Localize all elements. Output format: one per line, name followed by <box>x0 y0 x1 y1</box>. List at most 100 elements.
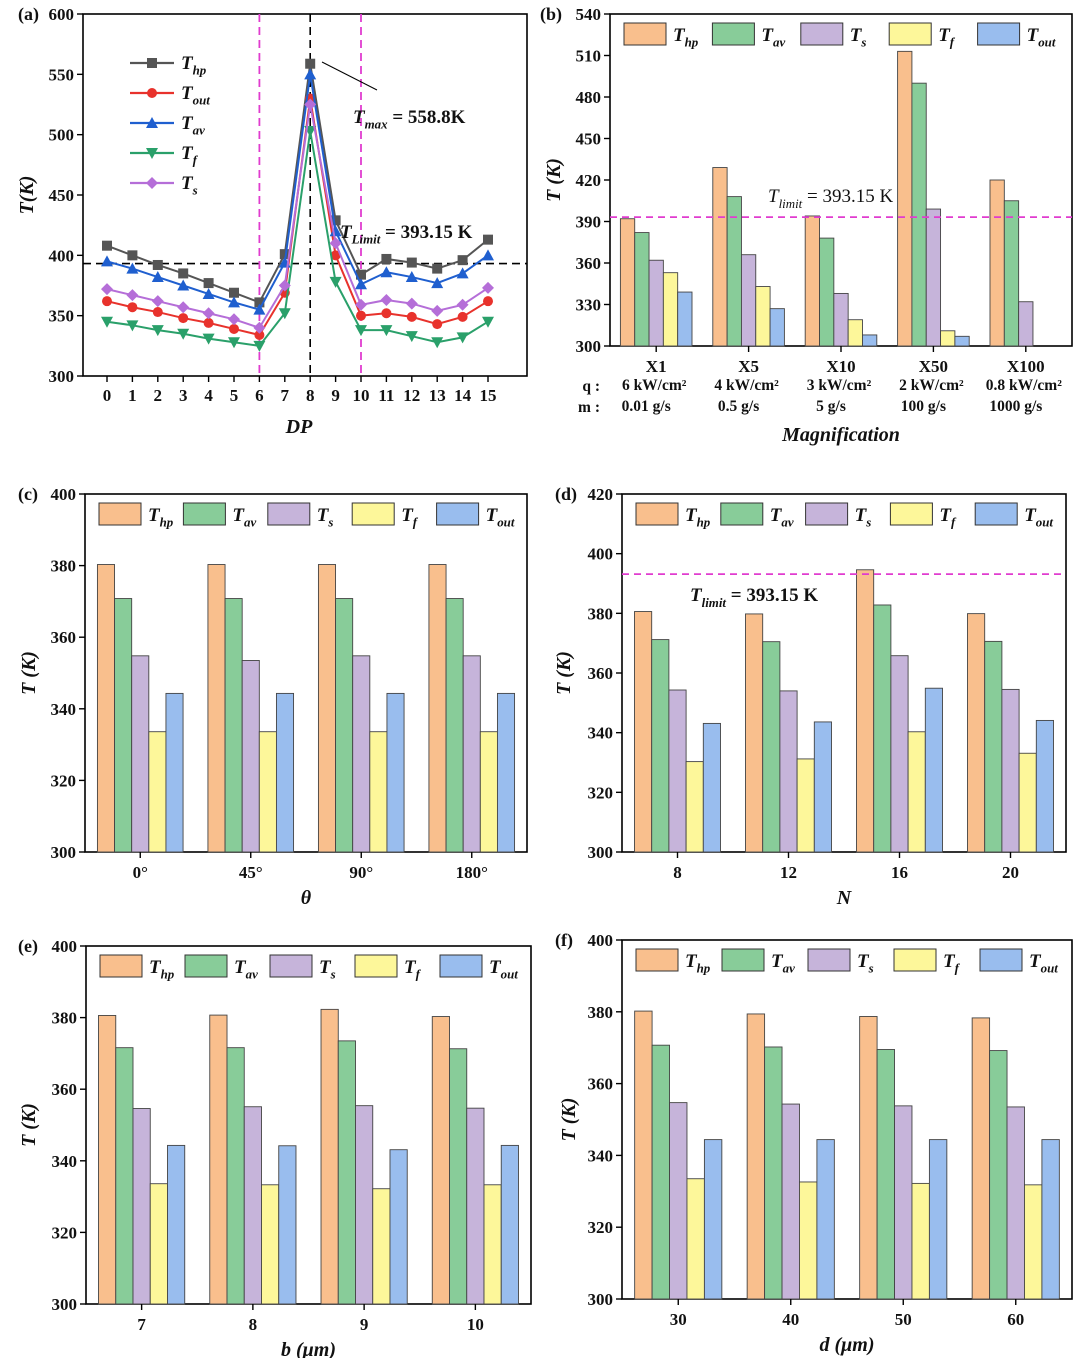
x-tick-label-c: 180° <box>456 863 488 882</box>
y-tick-label-c: 380 <box>51 557 77 576</box>
y-tick-label-f: 300 <box>588 1290 614 1309</box>
point-T_s <box>380 293 393 306</box>
legend-label-T_hp-sub: hp <box>697 515 711 530</box>
legend-label-T_av-sub: av <box>773 35 785 50</box>
legend-swatch-T_av <box>182 502 226 526</box>
y-tick-label-c: 340 <box>51 700 77 719</box>
point-T_av <box>405 271 418 283</box>
bar-e-T_hp-2 <box>320 1008 339 1305</box>
point-T_hp <box>152 259 163 270</box>
point-T_hp <box>254 297 265 308</box>
bar-e-T_av-1 <box>226 1047 245 1305</box>
point-T_f <box>380 325 393 337</box>
bar-b-T_av-4 <box>1003 200 1020 347</box>
bar-b-T_out-1 <box>769 308 785 347</box>
x-tick-label-e: 10 <box>467 1315 484 1334</box>
bar-e-T_s-1 <box>243 1106 262 1305</box>
x-tick-label-a: 11 <box>378 386 394 405</box>
point-T_hp <box>330 215 341 226</box>
bar-d-T_out-0 <box>702 722 721 853</box>
y-tick-label-e: 340 <box>52 1152 78 1171</box>
x-axis-label-b: Magnification <box>781 424 900 446</box>
y-tick-label-a: 550 <box>49 65 75 84</box>
legend-label-T_hp-base: T <box>148 505 161 526</box>
condition-q-value: 4 kW/cm² <box>714 377 779 394</box>
legend-label-T_s-base: T <box>181 173 194 194</box>
legend-label-T_s-sub: s <box>868 961 874 976</box>
point-T_s <box>101 283 113 296</box>
x-axis-label-f: d (μm) <box>820 1334 875 1356</box>
point-T_out <box>457 311 468 322</box>
legend-swatch-T_out <box>436 502 480 526</box>
x-tick-label-f: 60 <box>1007 1310 1024 1329</box>
bar-f-T_hp-0 <box>634 1010 653 1300</box>
point-T_out <box>330 250 341 261</box>
y-tick-label-d: 300 <box>588 843 614 862</box>
legend-label-T_out-sub: out <box>497 515 515 530</box>
legend-swatch-T_out <box>977 22 1021 46</box>
point-T_out <box>406 311 417 322</box>
legend-marker-T_f <box>146 148 158 159</box>
legend-label-T_s-sub: s <box>192 183 198 198</box>
legend-swatch-T_out <box>974 502 1018 526</box>
point-T_hp <box>457 255 468 266</box>
bar-c-T_out-2 <box>386 692 405 853</box>
panel-label-a: (a) <box>18 4 39 25</box>
point-T_av <box>456 267 469 279</box>
bar-d-T_f-3 <box>1018 752 1037 853</box>
legend-swatch-T_f <box>354 954 398 978</box>
legend-label-T_s: Ts <box>181 173 198 198</box>
legend-label-T_s-sub: s <box>327 515 333 530</box>
point-T_s <box>456 298 469 311</box>
x-tick-label-e: 9 <box>360 1315 369 1334</box>
bar-f-T_s-3 <box>1006 1106 1025 1300</box>
bar-e-T_s-3 <box>466 1107 485 1305</box>
point-T_hp <box>127 250 138 261</box>
y-tick-label-b: 540 <box>576 5 602 24</box>
tlimit-annotation: TLimit = 393.15 K <box>340 222 473 247</box>
bar-f-T_hp-3 <box>971 1017 991 1300</box>
legend-label-T_av: Tav <box>771 951 795 976</box>
legend-label-T_out: Tout <box>1027 25 1056 50</box>
limit-annotation-b-base: T <box>768 186 780 207</box>
bar-f-T_hp-2 <box>859 1016 878 1300</box>
bar-c-T_hp-0 <box>96 564 116 853</box>
x-tick-label-b: X50 <box>919 357 948 376</box>
point-T_s <box>253 321 266 334</box>
legend-label-T_f-base: T <box>401 505 414 526</box>
legend-label-T_hp-sub: hp <box>161 967 175 982</box>
legend-label-T_f-sub: f <box>955 961 961 976</box>
bar-b-T_out-2 <box>862 334 878 347</box>
legend-label-T_hp-base: T <box>685 951 698 972</box>
legend-label-T_out-sub: out <box>193 93 211 108</box>
y-tick-label-d: 360 <box>588 664 614 683</box>
limit-annotation-b-tail: = 393.15 K <box>802 186 893 207</box>
legend-label-T_out: Tout <box>1029 951 1058 976</box>
bar-f-T_out-3 <box>1041 1139 1060 1300</box>
series-line-T_f <box>106 130 489 347</box>
point-T_av <box>126 262 139 274</box>
bar-c-T_s-1 <box>241 660 260 853</box>
point-T_f <box>253 340 266 352</box>
bar-e-T_s-0 <box>132 1108 151 1305</box>
x-tick-label-a: 5 <box>230 386 239 405</box>
legend-label-T_out: Tout <box>181 83 210 108</box>
point-T_av <box>101 255 113 267</box>
legend-marker-T_av <box>146 117 158 128</box>
tlimit-annotation-sub: Limit <box>351 232 381 247</box>
legend-swatch-T_f <box>893 948 937 972</box>
chart-panel-e: 300 320 340 360 380 400 (e) T (K) 7 8 9 10 b (μm) Thp… <box>18 936 532 1358</box>
y-tick-label-a: 450 <box>49 186 75 205</box>
series-line-T_av <box>106 74 489 311</box>
plot-frame-e <box>85 945 532 1305</box>
point-T_s <box>431 304 444 317</box>
bar-d-T_out-3 <box>1035 719 1054 853</box>
point-T_f <box>456 332 469 344</box>
legend-label-T_s: Ts <box>317 505 334 530</box>
bar-c-T_s-2 <box>352 655 371 853</box>
bar-f-T_out-0 <box>703 1139 723 1300</box>
point-T_hp <box>279 249 290 260</box>
point-T_f <box>202 333 215 345</box>
legend-label-T_out: Tout <box>489 957 518 982</box>
legend-swatch-T_av <box>721 948 765 972</box>
